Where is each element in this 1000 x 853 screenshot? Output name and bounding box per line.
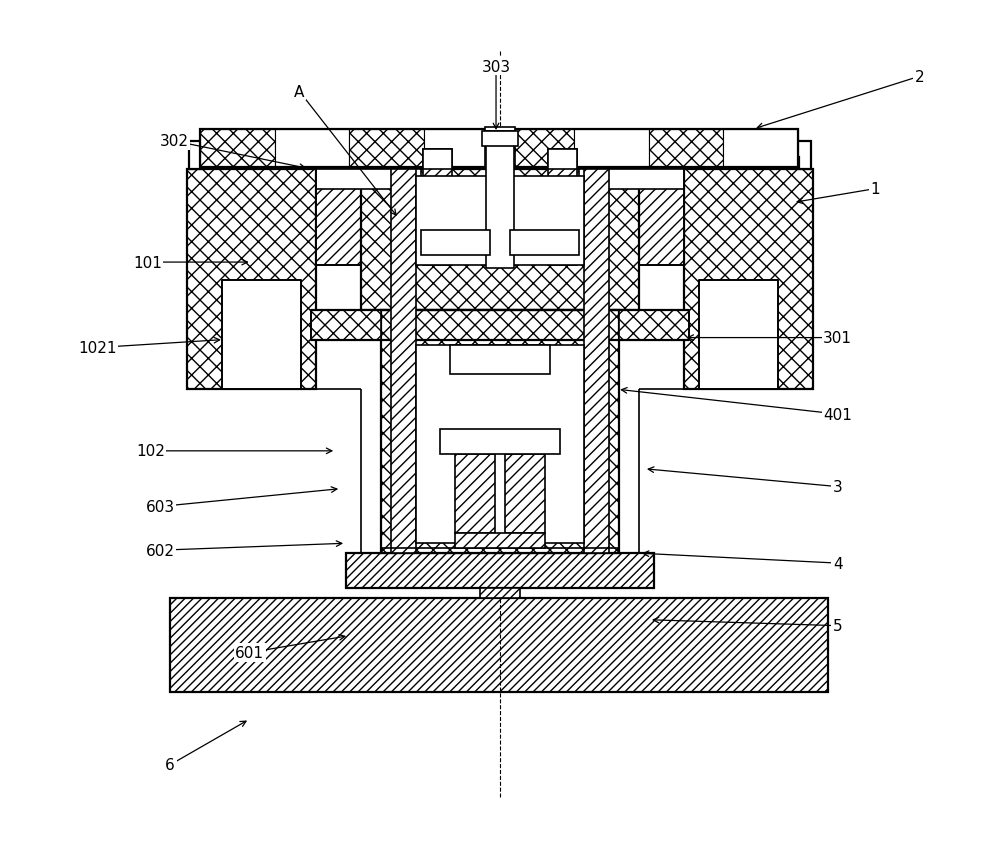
Bar <box>584 170 609 554</box>
Bar <box>505 455 545 534</box>
Bar <box>486 131 514 269</box>
Bar <box>200 130 275 167</box>
Bar <box>574 130 649 167</box>
Bar <box>391 170 416 554</box>
Bar <box>450 345 550 375</box>
Bar <box>423 149 452 170</box>
Bar <box>316 170 421 266</box>
Polygon shape <box>788 142 811 170</box>
Bar <box>699 281 778 390</box>
Polygon shape <box>189 142 212 170</box>
Bar <box>510 231 579 256</box>
Bar <box>311 310 381 340</box>
Text: 101: 101 <box>133 255 162 270</box>
Bar <box>424 130 499 167</box>
Text: 4: 4 <box>833 556 843 571</box>
Text: 5: 5 <box>833 618 843 634</box>
Text: 301: 301 <box>823 331 852 345</box>
Text: 102: 102 <box>136 444 165 459</box>
Bar <box>440 429 560 455</box>
Bar <box>361 170 639 310</box>
Text: 401: 401 <box>823 407 852 422</box>
Text: 3: 3 <box>833 479 843 495</box>
Text: A: A <box>294 84 305 100</box>
Bar <box>416 177 584 266</box>
Bar <box>222 281 301 390</box>
Bar <box>548 149 577 170</box>
Text: 303: 303 <box>481 60 511 75</box>
Text: 601: 601 <box>235 645 264 660</box>
Bar <box>423 149 452 266</box>
Bar <box>485 128 515 170</box>
Bar <box>316 170 421 189</box>
Bar <box>187 170 316 390</box>
Text: 6: 6 <box>165 757 175 772</box>
Text: 1: 1 <box>871 182 880 197</box>
Bar <box>480 589 520 598</box>
Bar <box>275 130 349 167</box>
Bar <box>455 455 495 534</box>
Bar <box>200 130 798 167</box>
Bar <box>499 130 574 167</box>
Bar <box>170 598 828 693</box>
Text: 1021: 1021 <box>78 340 117 356</box>
Text: 603: 603 <box>146 499 175 514</box>
Bar <box>649 130 723 167</box>
Bar <box>723 130 798 167</box>
Bar <box>455 534 545 548</box>
Bar <box>421 231 490 256</box>
Bar <box>579 170 684 266</box>
Text: 302: 302 <box>160 134 189 149</box>
Bar <box>482 131 518 147</box>
Bar <box>416 345 584 543</box>
Bar <box>619 310 689 340</box>
Bar <box>684 170 813 390</box>
Bar <box>579 170 684 189</box>
Bar <box>346 554 654 589</box>
Text: 602: 602 <box>146 543 175 558</box>
Bar <box>381 310 619 554</box>
Text: 2: 2 <box>914 70 924 84</box>
Bar <box>349 130 424 167</box>
Bar <box>548 149 577 266</box>
